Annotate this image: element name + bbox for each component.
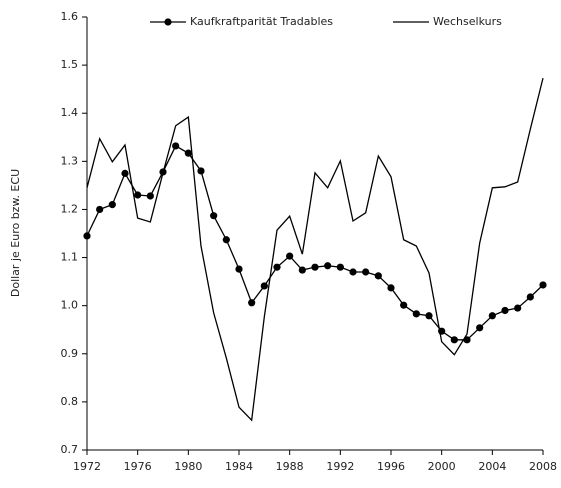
y-tick-label: 1.3 — [61, 154, 79, 167]
y-tick-label: 0.7 — [61, 443, 79, 456]
x-tick-label: 2000 — [428, 460, 456, 473]
point — [222, 236, 230, 244]
legend-label: Wechselkurs — [433, 15, 502, 28]
y-axis-label: Dollar je Euro bzw. ECU — [9, 169, 22, 297]
point — [273, 263, 281, 271]
point — [83, 232, 91, 240]
point — [298, 266, 306, 274]
x-tick-label: 2008 — [529, 460, 557, 473]
point — [526, 293, 534, 301]
x-tick-label: 1984 — [225, 460, 253, 473]
point — [476, 324, 484, 332]
point — [248, 299, 256, 307]
x-tick-label: 1996 — [377, 460, 405, 473]
point — [488, 312, 496, 320]
y-tick-label: 1.2 — [61, 202, 79, 215]
y-tick-label: 0.9 — [61, 347, 79, 360]
x-tick-label: 1972 — [73, 460, 101, 473]
point — [172, 142, 180, 150]
point — [349, 268, 357, 276]
legend-marker — [164, 18, 172, 26]
y-tick-label: 1.0 — [61, 299, 79, 312]
point — [324, 262, 332, 270]
point — [425, 312, 433, 320]
x-tick-label: 1988 — [276, 460, 304, 473]
point — [387, 284, 395, 292]
point — [146, 192, 154, 200]
point — [311, 263, 319, 271]
point — [450, 336, 458, 344]
x-tick-label: 1980 — [174, 460, 202, 473]
point — [412, 310, 420, 318]
point — [400, 301, 408, 309]
point — [108, 201, 116, 209]
point — [374, 272, 382, 280]
point — [210, 212, 218, 220]
point — [539, 281, 547, 289]
x-tick-label: 1992 — [326, 460, 354, 473]
point — [336, 263, 344, 271]
point — [134, 191, 142, 199]
y-tick-label: 1.6 — [61, 10, 79, 23]
point — [96, 205, 104, 214]
y-tick-label: 1.4 — [61, 106, 79, 119]
series-line — [86, 77, 544, 422]
x-tick-label: 2004 — [478, 460, 506, 473]
point — [197, 167, 205, 175]
point — [121, 169, 129, 177]
x-tick-label: 1976 — [124, 460, 152, 473]
point — [286, 252, 294, 260]
y-tick-label: 1.1 — [61, 251, 79, 264]
point — [260, 282, 268, 290]
legend-label: Kaufkraftparität Tradables — [190, 15, 333, 28]
point — [362, 268, 370, 276]
point — [514, 304, 522, 312]
point — [235, 265, 243, 273]
point — [501, 306, 509, 315]
y-tick-label: 0.8 — [61, 395, 79, 408]
point — [184, 149, 192, 157]
y-tick-label: 1.5 — [61, 58, 79, 71]
